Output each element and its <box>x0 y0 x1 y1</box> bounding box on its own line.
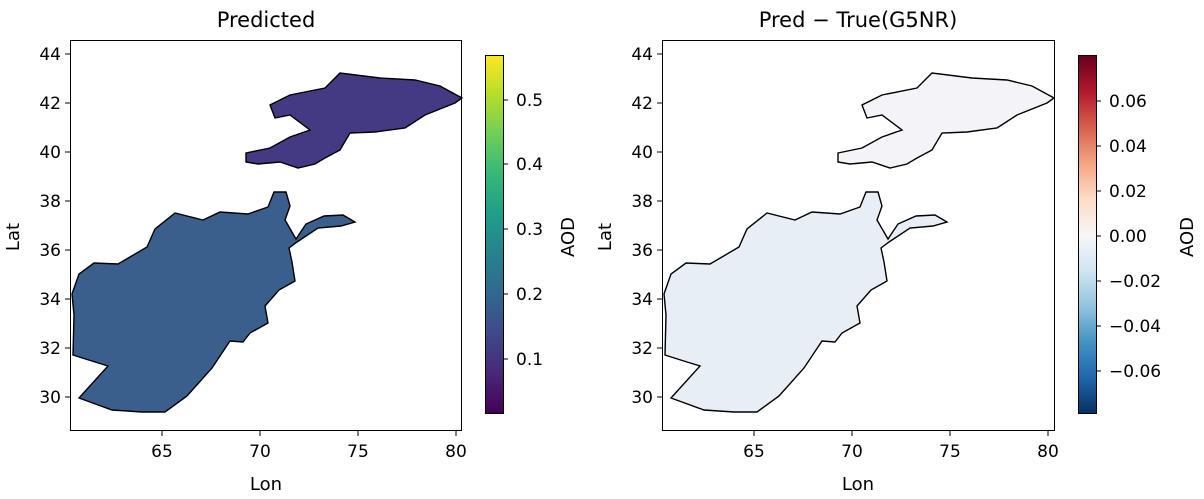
right-xtick-label: 70 <box>841 442 863 462</box>
left-map-regions <box>71 72 464 413</box>
right-colorbar-tick: −0.06 <box>1109 362 1161 382</box>
right-xtick-label: 80 <box>1037 442 1059 462</box>
right-xtick-label: 75 <box>939 442 961 462</box>
right-region-afghanistan <box>663 191 949 413</box>
left-colorbar-tick: 0.2 <box>516 285 543 305</box>
left-ytick-label: 44 <box>39 45 61 65</box>
left-colorbar-tick: 0.1 <box>516 350 543 370</box>
right-region-kyrgyzstan <box>837 72 1056 169</box>
right-ytick-label: 30 <box>631 388 653 408</box>
left-y-axis-label: Lat <box>3 223 24 251</box>
right-ytick-label: 38 <box>631 192 653 212</box>
left-x-axis-label: Lon <box>250 474 282 495</box>
right-chart: Pred − True(G5NR) 65 70 75 80 30 <box>595 8 1198 495</box>
right-xtick-label: 65 <box>743 442 765 462</box>
right-map-regions <box>663 72 1056 413</box>
right-ytick-label: 34 <box>631 290 653 310</box>
left-colorbar-tick: 0.4 <box>516 155 543 175</box>
right-colorbar: 0.06 0.04 0.02 0.00 −0.02 −0.04 −0.06 AO… <box>1078 55 1198 414</box>
left-y-ticks: 30 32 34 36 38 40 42 44 <box>39 45 70 408</box>
right-colorbar-tick: −0.04 <box>1109 317 1161 337</box>
right-colorbar-tick: −0.02 <box>1109 272 1161 292</box>
right-chart-title: Pred − True(G5NR) <box>759 8 958 32</box>
left-colorbar-tick: 0.5 <box>516 91 543 111</box>
left-ytick-label: 38 <box>39 192 61 212</box>
left-colorbar: 0.1 0.2 0.3 0.4 0.5 AOD <box>485 55 579 414</box>
right-colorbar-tick: 0.04 <box>1109 137 1147 157</box>
right-y-axis-label: Lat <box>595 223 616 251</box>
left-ytick-label: 36 <box>39 241 61 261</box>
left-xtick-label: 65 <box>151 442 173 462</box>
right-ytick-label: 42 <box>631 94 653 114</box>
left-region-afghanistan <box>71 191 357 413</box>
left-ytick-label: 42 <box>39 94 61 114</box>
left-ytick-label: 40 <box>39 143 61 163</box>
left-x-ticks: 65 70 75 80 <box>151 431 467 462</box>
right-y-ticks: 30 32 34 36 38 40 42 44 <box>631 45 662 408</box>
right-colorbar-tick: 0.02 <box>1109 182 1147 202</box>
left-region-kyrgyzstan <box>245 72 464 169</box>
right-colorbar-label: AOD <box>1177 217 1198 257</box>
right-colorbar-tick: 0.00 <box>1109 227 1147 247</box>
right-x-axis-label: Lon <box>842 474 874 495</box>
left-colorbar-gradient <box>485 55 504 414</box>
left-colorbar-label: AOD <box>558 217 579 257</box>
right-x-ticks: 65 70 75 80 <box>743 431 1059 462</box>
right-colorbar-gradient <box>1078 55 1097 414</box>
left-xtick-label: 80 <box>445 442 467 462</box>
left-ytick-label: 32 <box>39 339 61 359</box>
right-ytick-label: 32 <box>631 339 653 359</box>
left-plot-frame <box>70 40 462 431</box>
left-chart-title: Predicted <box>217 8 316 32</box>
left-chart: Predicted 65 70 75 80 30 32 <box>3 8 579 495</box>
left-ytick-label: 30 <box>39 388 61 408</box>
right-ytick-label: 40 <box>631 143 653 163</box>
left-xtick-label: 70 <box>249 442 271 462</box>
left-xtick-label: 75 <box>347 442 369 462</box>
left-ytick-label: 34 <box>39 290 61 310</box>
right-colorbar-tick: 0.06 <box>1109 92 1147 112</box>
right-plot-frame <box>662 40 1055 431</box>
left-colorbar-tick: 0.3 <box>516 220 543 240</box>
right-ytick-label: 44 <box>631 45 653 65</box>
right-ytick-label: 36 <box>631 241 653 261</box>
